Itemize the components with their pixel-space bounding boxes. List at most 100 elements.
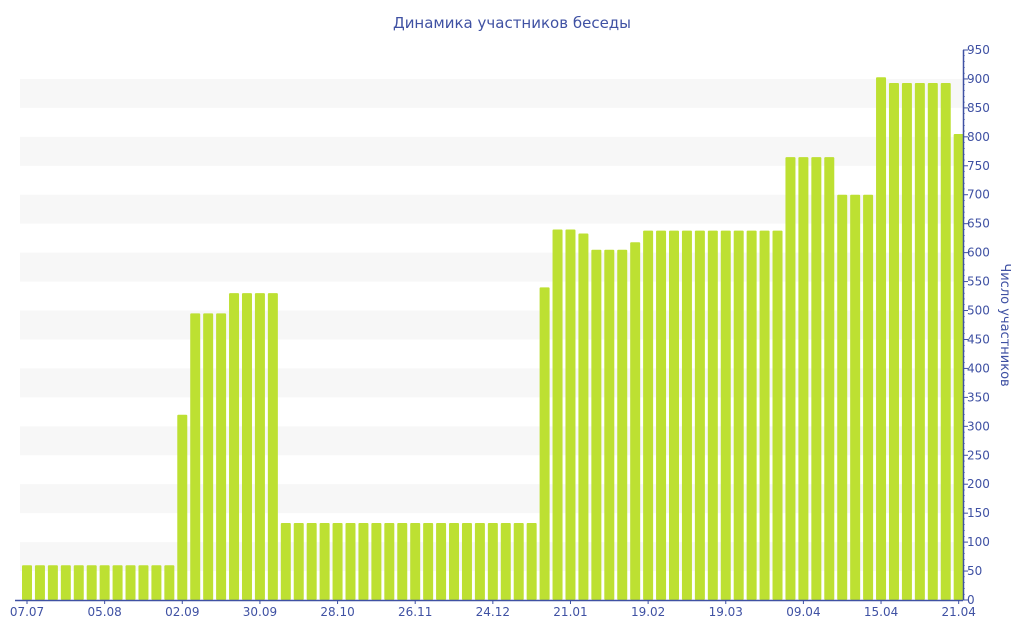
bar xyxy=(332,523,343,600)
bar xyxy=(772,230,783,600)
bar xyxy=(630,242,641,601)
bar xyxy=(73,565,84,600)
bar xyxy=(604,249,615,600)
x-tick-label: 26.11 xyxy=(398,605,432,619)
bar xyxy=(254,293,265,600)
x-tick-label: 07.07 xyxy=(10,605,44,619)
x-tick-label: 21.01 xyxy=(553,605,587,619)
grid-band xyxy=(20,426,963,456)
grid-band xyxy=(20,136,963,166)
bar xyxy=(901,83,912,600)
bar xyxy=(927,83,938,600)
x-axis: 07.07 05.08 02.09 30.09 28.10 26.11 24.12 21.01… xyxy=(10,599,976,619)
bar xyxy=(785,157,796,600)
bar xyxy=(539,287,550,600)
grid-band xyxy=(20,484,963,514)
bar xyxy=(112,565,123,600)
y-tick-label: 850 xyxy=(967,101,990,115)
y-tick-label: 300 xyxy=(967,419,990,433)
bar xyxy=(681,230,692,600)
bar xyxy=(449,523,460,600)
y-tick-label: 550 xyxy=(967,275,990,289)
grid-band xyxy=(20,78,963,108)
bar xyxy=(177,414,188,600)
bar xyxy=(953,133,964,600)
x-tick-label: 19.03 xyxy=(709,605,743,619)
y-tick-label: 800 xyxy=(967,130,990,144)
y-tick-label: 150 xyxy=(967,506,990,520)
bar xyxy=(423,523,434,600)
bar xyxy=(125,565,136,600)
bar xyxy=(759,230,770,600)
y-tick-label: 950 xyxy=(967,43,990,57)
bar xyxy=(138,565,149,600)
bar xyxy=(216,313,227,600)
bar xyxy=(86,565,97,600)
bar xyxy=(436,523,447,600)
bar xyxy=(798,157,809,600)
bar xyxy=(371,523,382,600)
grid-band xyxy=(20,368,963,398)
y-tick-label: 200 xyxy=(967,477,990,491)
y-tick-label: 600 xyxy=(967,246,990,260)
bar xyxy=(694,230,705,600)
y-tick-label: 750 xyxy=(967,159,990,173)
bar xyxy=(410,523,421,600)
bar xyxy=(526,523,537,600)
bar xyxy=(720,230,731,600)
bar xyxy=(306,523,317,600)
bar xyxy=(513,523,524,600)
x-tick-label: 15.04 xyxy=(864,605,898,619)
x-tick-label: 19.02 xyxy=(631,605,665,619)
bar xyxy=(397,523,408,600)
x-tick-label: 02.09 xyxy=(165,605,199,619)
y-tick-label: 350 xyxy=(967,390,990,404)
bars xyxy=(22,77,964,601)
bar xyxy=(60,565,71,600)
x-tick-label: 09.04 xyxy=(786,605,820,619)
bar xyxy=(656,230,667,600)
y-tick-label: 50 xyxy=(967,564,982,578)
bar xyxy=(293,523,304,600)
y-tick-label: 100 xyxy=(967,535,990,549)
y-tick-label: 250 xyxy=(967,448,990,462)
bar xyxy=(565,229,576,600)
x-tick-label: 24.12 xyxy=(476,605,510,619)
bar xyxy=(241,293,252,600)
bar xyxy=(280,523,291,600)
y-tick-label: 0 xyxy=(967,593,975,607)
chart-title: Динамика участников беседы xyxy=(393,14,631,32)
bar xyxy=(319,523,330,600)
bar xyxy=(643,230,654,600)
bar xyxy=(190,313,201,600)
bar xyxy=(876,77,887,601)
bar xyxy=(617,249,628,600)
bar xyxy=(267,293,278,600)
bar xyxy=(863,194,874,600)
bar xyxy=(733,230,744,600)
bar xyxy=(151,565,162,600)
bar xyxy=(888,83,899,600)
bar xyxy=(384,523,395,600)
bar xyxy=(837,194,848,600)
x-tick-label: 21.04 xyxy=(942,605,976,619)
y-tick-label: 900 xyxy=(967,72,990,86)
y-tick-label: 450 xyxy=(967,332,990,346)
x-tick-label: 30.09 xyxy=(243,605,277,619)
bar xyxy=(229,293,240,600)
x-tick-label: 28.10 xyxy=(320,605,354,619)
bar xyxy=(164,565,175,600)
bar xyxy=(746,230,757,600)
bar xyxy=(850,194,861,600)
bar xyxy=(203,313,214,600)
bar xyxy=(99,565,110,600)
y-axis-label: Число участников xyxy=(997,263,1012,386)
bar xyxy=(500,523,511,600)
bar xyxy=(461,523,472,600)
y-tick-label: 500 xyxy=(967,304,990,318)
bar xyxy=(47,565,58,600)
y-tick-label: 400 xyxy=(967,361,990,375)
y-tick-label: 650 xyxy=(967,217,990,231)
y-tick-label: 700 xyxy=(967,188,990,202)
